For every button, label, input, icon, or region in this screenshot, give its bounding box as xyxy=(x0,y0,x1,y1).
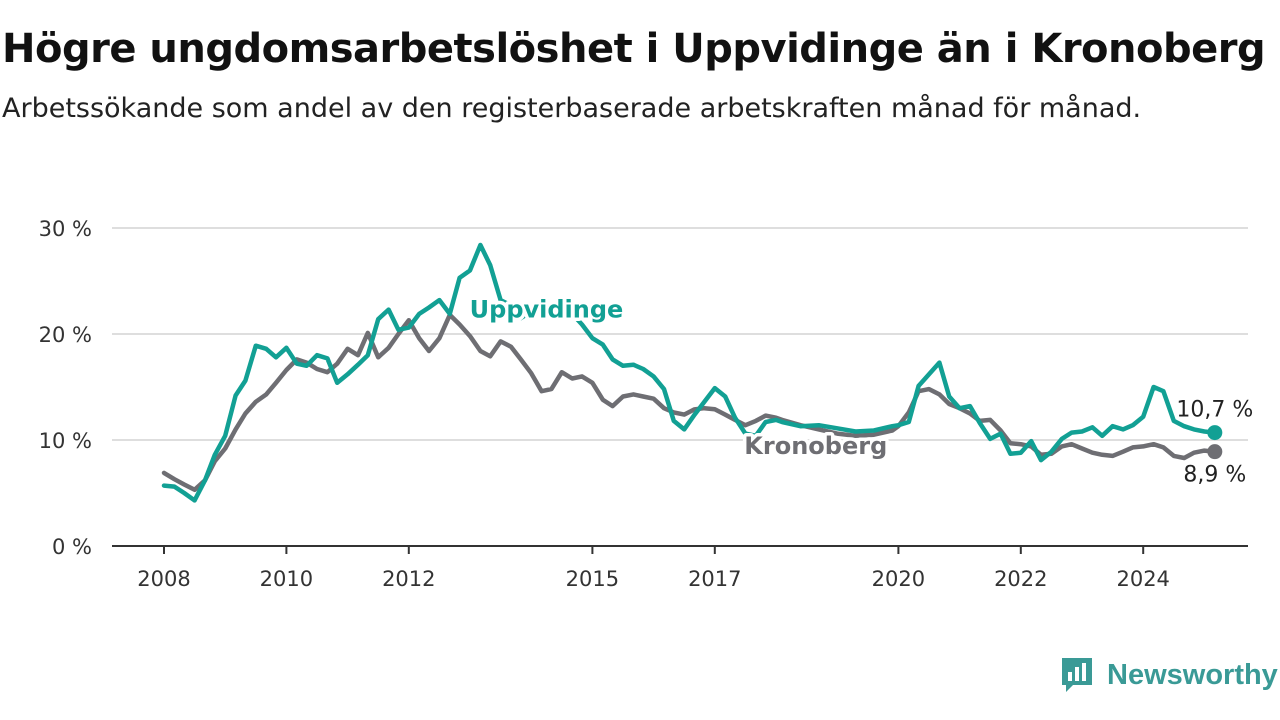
chart-title: Högre ungdomsarbetslöshet i Uppvidinge ä… xyxy=(2,26,1266,72)
series-line-uppvidinge xyxy=(161,242,1218,503)
end-label-uppvidinge: 10,7 % xyxy=(1176,398,1253,423)
y-tick-label: 0 % xyxy=(52,535,92,559)
labels: Uppvidinge Kronoberg 8,9 % 10,7 % xyxy=(466,292,1256,491)
line-chart: 0 % 10 % 20 % 30 % 2008 2010 2012 2015 2017 2020 2… xyxy=(38,217,1256,591)
series-label-uppvidinge: Uppvidinge xyxy=(470,296,624,324)
x-tick-label: 2008 xyxy=(137,567,190,591)
series-label-kronoberg: Kronoberg xyxy=(744,432,887,460)
brand-name: Newsworthy xyxy=(1107,658,1278,691)
end-label-kronoberg: 8,9 % xyxy=(1183,463,1246,488)
x-tick-label: 2024 xyxy=(1116,567,1169,591)
x-tick-label: 2012 xyxy=(382,567,435,591)
x-tick-label: 2022 xyxy=(994,567,1047,591)
series-line-kronoberg xyxy=(161,312,1218,493)
end-point-uppvidinge xyxy=(1207,425,1223,441)
x-tick-label: 2017 xyxy=(688,567,741,591)
newsworthy-logo-icon xyxy=(1062,658,1092,692)
y-tick-label: 20 % xyxy=(39,323,92,347)
newsworthy-brand[interactable]: Newsworthy xyxy=(1059,655,1278,695)
axes: 0 % 10 % 20 % 30 % 2008 2010 2012 2015 2017 2020 2… xyxy=(39,217,1248,591)
chart-subtitle: Arbetssökande som andel av den registerb… xyxy=(2,93,1142,124)
grid-lines xyxy=(112,227,1248,441)
y-tick-label: 30 % xyxy=(39,217,92,241)
x-tick-label: 2015 xyxy=(566,567,619,591)
y-tick-label: 10 % xyxy=(39,429,92,453)
end-point-kronoberg xyxy=(1207,444,1223,460)
x-tick-label: 2010 xyxy=(260,567,313,591)
series-lines xyxy=(161,242,1223,503)
x-tick-label: 2020 xyxy=(872,567,925,591)
